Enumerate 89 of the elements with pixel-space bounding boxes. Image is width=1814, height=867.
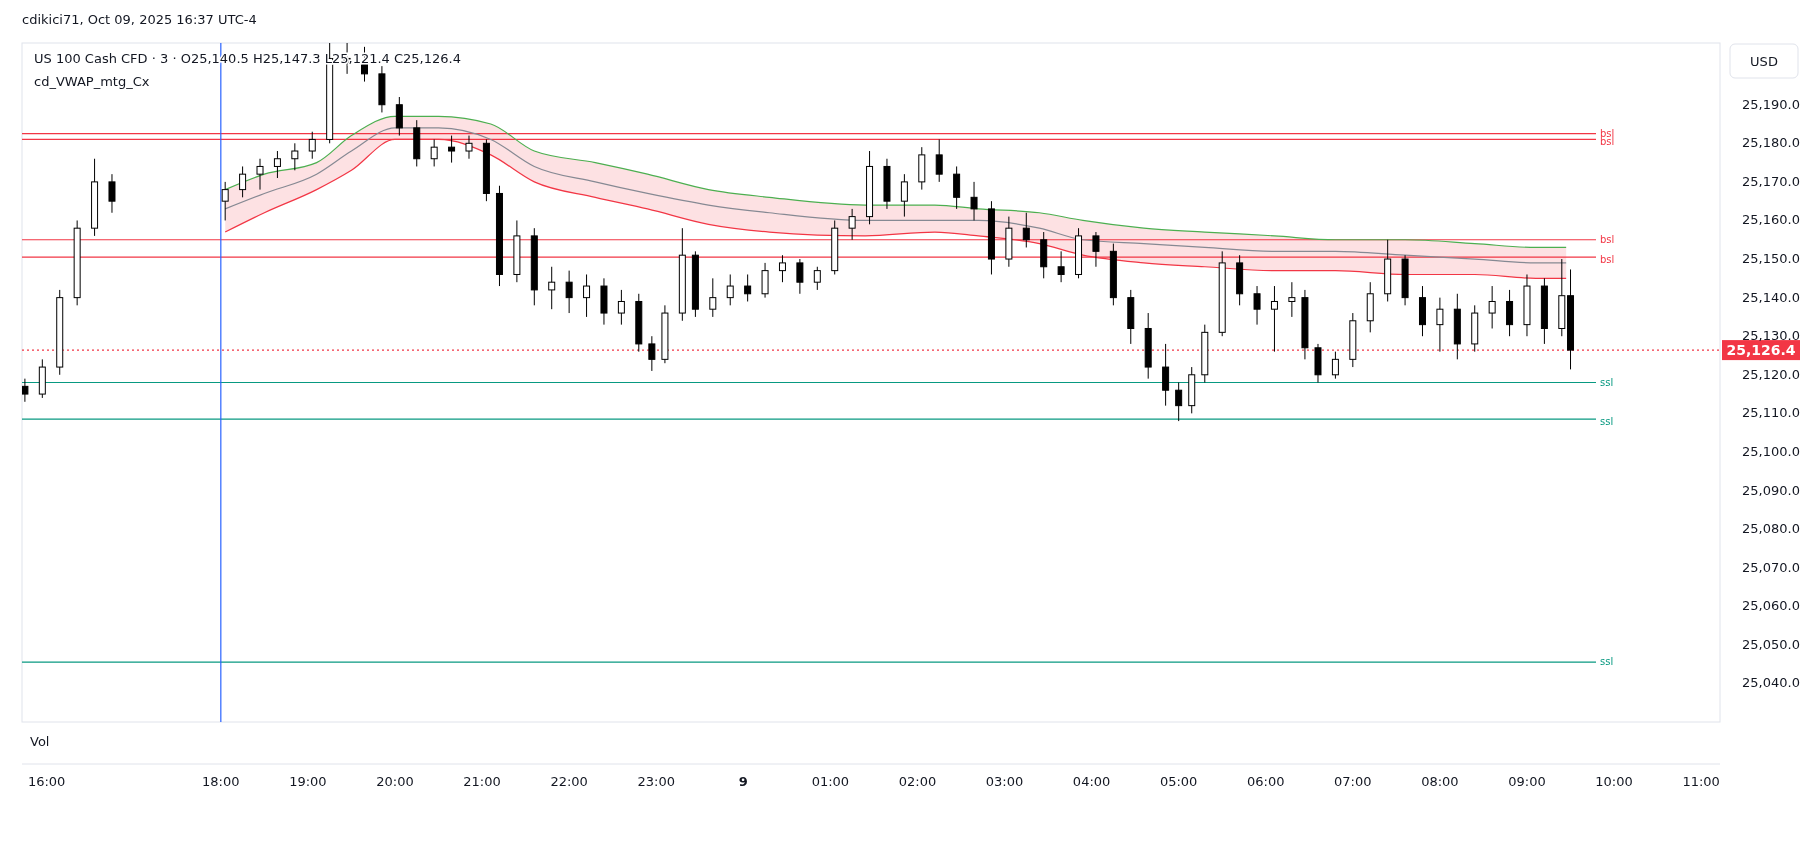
candlestick xyxy=(1022,212,1030,248)
candlestick xyxy=(430,138,438,167)
x-tick-label: 02:00 xyxy=(898,774,937,789)
candlestick xyxy=(1092,231,1100,268)
candlestick xyxy=(744,273,752,302)
candlestick xyxy=(900,173,908,218)
candlestick xyxy=(1270,285,1278,353)
candlestick xyxy=(813,266,821,291)
y-tick-label: 25,180.0 xyxy=(1742,135,1800,151)
ref-line-label: bsl xyxy=(1600,127,1615,139)
candlestick xyxy=(273,150,281,179)
x-tick-label: 03:00 xyxy=(985,774,1024,789)
x-tick-label: 06:00 xyxy=(1247,774,1285,789)
x-tick-label: 18:00 xyxy=(202,774,240,789)
candlestick xyxy=(1331,351,1339,380)
candlestick xyxy=(565,270,573,314)
candlestick xyxy=(953,165,961,210)
y-tick-label: 25,050.0 xyxy=(1742,636,1800,652)
candlestick xyxy=(1436,297,1444,353)
y-tick-label: 25,100.0 xyxy=(1742,443,1800,459)
candlestick xyxy=(1057,250,1065,283)
y-tick-label: 25,190.0 xyxy=(1742,96,1800,112)
y-tick-label: 25,060.0 xyxy=(1742,598,1800,614)
candlestick xyxy=(108,173,116,214)
candlestick xyxy=(617,289,625,326)
candlestick xyxy=(1488,285,1496,329)
y-tick-label: 25,110.0 xyxy=(1742,405,1800,421)
y-tick-label: 25,150.0 xyxy=(1742,251,1800,267)
candlestick xyxy=(465,135,473,160)
candlestick xyxy=(778,254,786,283)
x-tick-label: 11:00 xyxy=(1682,774,1720,789)
y-tick-label: 25,040.0 xyxy=(1742,675,1800,691)
x-tick-label: 01:00 xyxy=(811,774,850,789)
x-tick-label: 19:00 xyxy=(289,774,327,789)
y-tick-label: 25,070.0 xyxy=(1742,559,1800,575)
candlestick xyxy=(1288,281,1296,318)
candlestick xyxy=(239,165,247,198)
x-tick-label: 10:00 xyxy=(1595,774,1633,789)
candlestick xyxy=(308,131,316,160)
y-tick-label: 25,120.0 xyxy=(1742,366,1800,382)
candlestick xyxy=(448,135,456,164)
y-tick-label: 25,130.0 xyxy=(1742,328,1800,344)
ref-line-label: bsl xyxy=(1600,233,1615,245)
candlestick xyxy=(221,181,229,221)
y-tick-label: 25,080.0 xyxy=(1742,521,1800,537)
candlestick xyxy=(291,142,299,171)
x-tick-label: 21:00 xyxy=(463,774,501,789)
candlestick xyxy=(1253,285,1261,326)
annotation: cd_VWAP_mtg_Cx xyxy=(34,74,150,89)
candlestick xyxy=(256,158,264,191)
ref-line-label: ssl xyxy=(1600,416,1614,428)
ref-line-label: 25,126.4 xyxy=(1726,342,1796,359)
line-series xyxy=(224,127,1567,264)
ref-line-label: bsl xyxy=(1600,136,1615,148)
x-tick-label: 04:00 xyxy=(1072,774,1111,789)
y-tick-label: 25,140.0 xyxy=(1742,289,1800,305)
candlestick xyxy=(22,378,29,403)
x-tick-label: 08:00 xyxy=(1421,774,1459,789)
x-tick-label: 20:00 xyxy=(376,774,414,789)
y-axis-title: USD xyxy=(1750,54,1778,69)
x-tick-label: 07:00 xyxy=(1334,774,1372,789)
candlestick xyxy=(796,258,804,295)
candlestick xyxy=(709,277,717,318)
text: Vol xyxy=(30,734,50,749)
candlestick xyxy=(395,96,403,137)
x-tick-label: 05:00 xyxy=(1159,774,1198,789)
ref-line-label: ssl xyxy=(1600,656,1614,668)
x-tick-label: 9 xyxy=(738,774,748,789)
x-tick-label: 22:00 xyxy=(550,774,588,789)
candlestick xyxy=(726,273,734,306)
text: cdikici71, Oct 09, 2025 16:37 UTC-4 xyxy=(22,12,257,27)
candlestick xyxy=(935,138,943,183)
candlestick xyxy=(583,273,591,318)
candlestick xyxy=(548,266,556,310)
candlestick xyxy=(1175,382,1183,422)
x-tick-label: 16:00 xyxy=(27,774,66,789)
candlestick xyxy=(761,262,769,299)
candlestick xyxy=(1506,289,1514,337)
ref-line-label: bsl xyxy=(1600,254,1615,266)
x-tick-label: 23:00 xyxy=(637,774,675,789)
ref-line-label: ssl xyxy=(1600,376,1614,388)
candlestick xyxy=(970,181,978,221)
y-tick-label: 25,160.0 xyxy=(1742,212,1800,228)
y-tick-label: 25,170.0 xyxy=(1742,173,1800,189)
x-tick-label: 09:00 xyxy=(1508,774,1546,789)
candlestick xyxy=(648,335,656,372)
y-tick-label: 25,090.0 xyxy=(1742,482,1800,498)
candlestick xyxy=(848,208,856,241)
candlestick xyxy=(1162,343,1170,407)
